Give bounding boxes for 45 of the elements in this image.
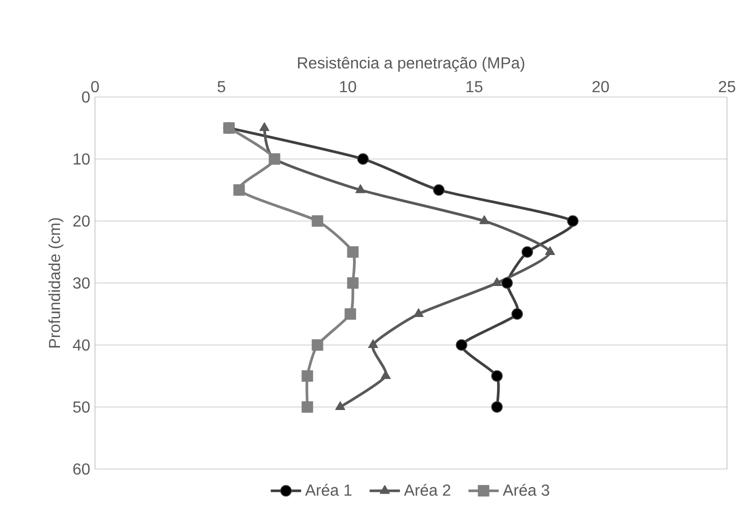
point [511, 308, 523, 320]
x-tick-label: 15 [466, 81, 482, 92]
point [233, 184, 245, 196]
point [491, 401, 503, 413]
point [312, 215, 324, 227]
y-tick-label: 60 [73, 463, 90, 475]
point [344, 308, 356, 320]
point [357, 153, 369, 165]
point [335, 401, 346, 410]
x-tick-label: 20 [592, 80, 609, 92]
point [347, 277, 359, 289]
legend-label: Aréa 2 [404, 484, 450, 496]
point [456, 339, 468, 351]
x-axis-title: Resistência a penetração (MPa) [298, 56, 524, 72]
y-tick-label: 30 [73, 277, 90, 289]
y-tick-label: 50 [73, 401, 90, 413]
point [347, 246, 359, 258]
y-tick-label: 40 [72, 339, 90, 351]
point [355, 184, 366, 194]
x-tick-label: 5 [218, 81, 226, 92]
point [433, 184, 445, 196]
legend-label: Aréa 1 [305, 484, 352, 496]
x-tick-label: 25 [718, 80, 736, 92]
point [302, 370, 314, 382]
y-tick-label: 10 [74, 153, 90, 165]
point [492, 277, 502, 286]
point [491, 370, 503, 382]
point [380, 370, 391, 380]
legend-label: Aréa 3 [502, 484, 550, 496]
y-tick-label: 0 [82, 91, 90, 103]
point [302, 401, 314, 413]
point [522, 246, 534, 258]
point [368, 339, 378, 348]
point [259, 122, 270, 132]
x-tick-label: 0 [91, 80, 99, 92]
point [414, 308, 424, 318]
point [312, 339, 324, 351]
point [545, 246, 556, 256]
y-tick-label: 20 [73, 215, 90, 227]
x-tick-label: 10 [340, 80, 356, 92]
point [268, 153, 280, 165]
point [567, 215, 579, 227]
y-axis-title: Profundidade (cm) [48, 218, 64, 348]
point [501, 277, 513, 289]
point [479, 215, 490, 224]
